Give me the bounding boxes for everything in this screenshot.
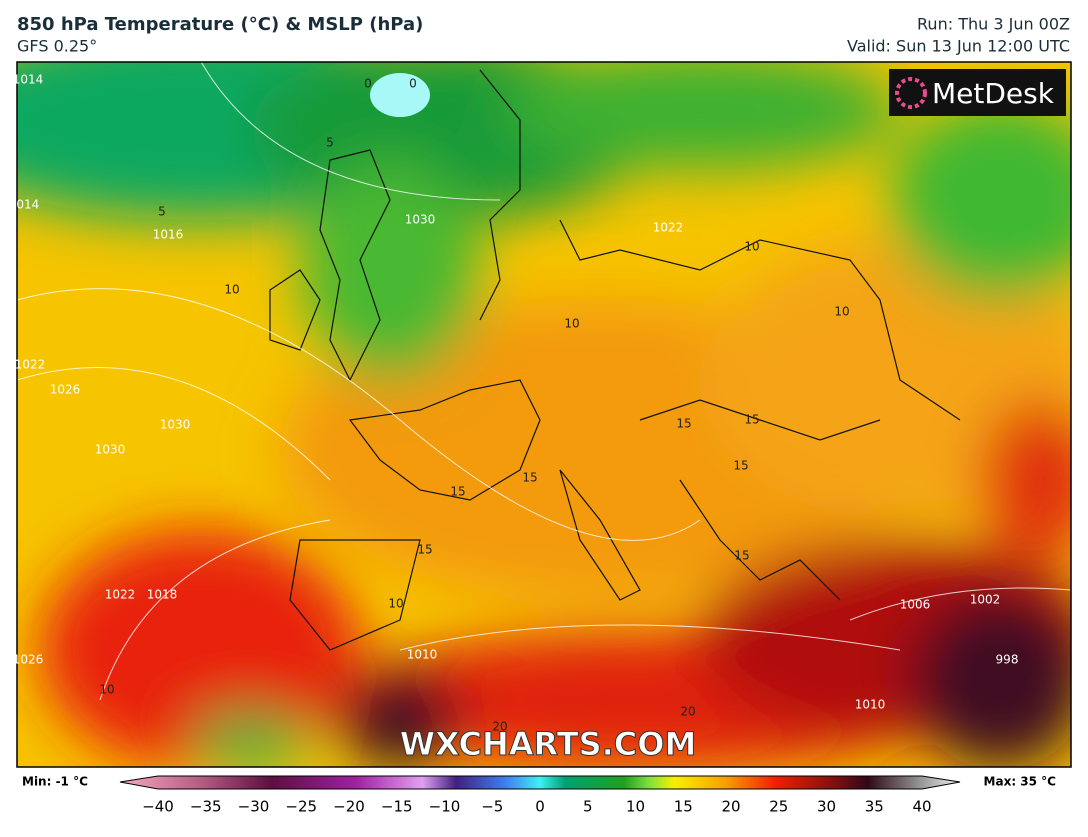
map — [17, 62, 1071, 767]
colorbar-tick-label: −40 — [142, 798, 174, 816]
contour-label: 5 — [326, 136, 334, 150]
subtitle: GFS 0.25° — [17, 37, 97, 56]
colorbar-tick-label: −10 — [429, 798, 461, 816]
contour-label: 10 — [744, 240, 759, 254]
colorbar-tick-label: 15 — [674, 798, 693, 816]
contour-label: 1014 — [9, 198, 40, 212]
contour-label: 1030 — [405, 213, 436, 227]
contour-label: 0 — [364, 77, 372, 91]
contour-label: 20 — [492, 720, 507, 734]
colorbar-tick-label: −30 — [238, 798, 270, 816]
run-time: Run: Thu 3 Jun 00Z — [917, 15, 1070, 34]
contour-label: 1026 — [50, 383, 81, 397]
contour-label: 15 — [522, 471, 537, 485]
colorbar-tick-label: −20 — [333, 798, 365, 816]
contour-labels: 1014 1014 1022 1022 1026 1030 1030 1016 1018 1022… — [9, 73, 1019, 734]
contour-label: 15 — [450, 485, 465, 499]
colorbar-tick-label: 20 — [721, 798, 740, 816]
contour-label: 10 — [834, 305, 849, 319]
colorbar-tick-label: −15 — [381, 798, 413, 816]
colorbar-tick-label: 35 — [865, 798, 884, 816]
contour-label: 15 — [417, 543, 432, 557]
contour-label: 1022 — [653, 221, 684, 235]
contour-label: 10 — [564, 317, 579, 331]
contour-label: 1030 — [160, 418, 191, 432]
contour-label: 1018 — [147, 588, 178, 602]
colorbar-tick-label: −35 — [190, 798, 222, 816]
colorbar-tick-label: −25 — [285, 798, 317, 816]
logo-box — [889, 69, 1066, 116]
contour-label: 10 — [99, 683, 114, 697]
contour-label: 15 — [744, 413, 759, 427]
contour-label: 1010 — [855, 698, 886, 712]
colorbar-tick-label: 10 — [626, 798, 645, 816]
map-frame — [16, 61, 1072, 768]
colorbar-tick-label: 25 — [769, 798, 788, 816]
contour-label: 1006 — [900, 598, 931, 612]
colorbar-ticks: −40 −35 −30 −25 −20 −15 −10 −5 0 5 10 15 20 25 30 35 40 — [142, 798, 931, 816]
contour-label: 0 — [409, 77, 417, 91]
max-label: Max: 35 °C — [984, 775, 1057, 789]
colorbar-tick-label: 0 — [535, 798, 545, 816]
colorbar-tick-label: 40 — [912, 798, 931, 816]
contour-label: 15 — [734, 549, 749, 563]
watermark: WXCHARTS.COM — [400, 725, 697, 763]
title: 850 hPa Temperature (°C) & MSLP (hPa) — [17, 14, 423, 35]
logo: MetDesk — [932, 77, 1055, 110]
colorbar-tick-label: 5 — [583, 798, 593, 816]
contour-label: 1026 — [13, 653, 44, 667]
contour-label: 5 — [158, 205, 166, 219]
logo-icon — [895, 77, 927, 109]
contour-label: 1030 — [95, 443, 126, 457]
contour-label: 15 — [676, 417, 691, 431]
contour-label: 998 — [996, 653, 1019, 667]
contour-label: 1010 — [407, 648, 438, 662]
contour-label: 1002 — [970, 593, 1001, 607]
contour-label: 15 — [733, 459, 748, 473]
colorbar — [119, 775, 961, 790]
colorbar-tick-label: −5 — [481, 798, 503, 816]
contour-label: 1022 — [15, 358, 46, 372]
valid-time: Valid: Sun 13 Jun 12:00 UTC — [847, 37, 1070, 56]
colorbar-tick-label: 30 — [817, 798, 836, 816]
contour-label: 1022 — [105, 588, 136, 602]
contour-label: 20 — [680, 705, 695, 719]
contour-label: 10 — [224, 283, 239, 297]
contour-label: 1016 — [153, 228, 184, 242]
contour-label: 10 — [388, 597, 403, 611]
contour-label: 1014 — [13, 73, 44, 87]
min-label: Min: -1 °C — [22, 775, 88, 789]
